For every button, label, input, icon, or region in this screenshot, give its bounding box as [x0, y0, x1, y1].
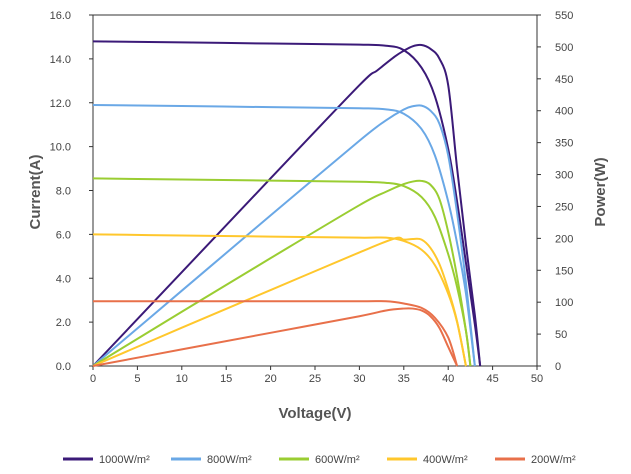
current-curve-400w-m	[92, 233, 467, 367]
y-tick-label: 2.0	[56, 317, 71, 329]
y2-tick-label: 350	[555, 138, 573, 150]
x-tick-label: 5	[134, 373, 140, 385]
y-tick-label: 6.0	[56, 229, 71, 241]
y-axis-title: Current(A)	[27, 155, 44, 230]
y-tick-label: 14.0	[50, 54, 71, 66]
legend: 1000W/m² 800W/m² 600W/m² 400W/m² 200W/m²	[63, 454, 576, 466]
y2-tick-label: 400	[555, 106, 573, 118]
x-tick-label: 10	[176, 373, 188, 385]
y-tick-label: 10.0	[50, 142, 71, 154]
y2-tick-label: 300	[555, 170, 573, 182]
y-tick-label: 8.0	[56, 186, 71, 198]
x-tick-label: 40	[442, 373, 454, 385]
current-curve-800w-m	[92, 103, 476, 367]
x-tick-label: 15	[220, 373, 232, 385]
y2-tick-label: 500	[555, 42, 573, 54]
x-tick-label: 0	[90, 373, 96, 385]
series-lines	[92, 40, 482, 367]
x-tick-label: 50	[531, 373, 543, 385]
legend-label-200w-m: 200W/m²	[531, 454, 576, 466]
y2-tick-label: 450	[555, 74, 573, 86]
x-tick-label: 25	[309, 373, 321, 385]
y-axis-ticks: 0.0 2.0 4.0 6.0 8.0 10.0 12.0 14.0 16.0	[50, 10, 93, 373]
x-tick-label: 45	[486, 373, 498, 385]
x-axis-ticks: 0 5 10 15 20 25 30 35 40 45 50	[90, 366, 543, 385]
y-tick-label: 0.0	[56, 361, 71, 373]
x-tick-label: 20	[264, 373, 276, 385]
y2-tick-label: 250	[555, 201, 573, 213]
power-curve-800w-m	[92, 104, 476, 367]
y-tick-label: 4.0	[56, 273, 71, 285]
y2-axis-title: Power(W)	[592, 157, 609, 226]
y-tick-label: 16.0	[50, 10, 71, 22]
y2-tick-label: 150	[555, 265, 573, 277]
x-axis-title: Voltage(V)	[278, 405, 351, 422]
current-curve-1000w-m	[92, 40, 482, 367]
legend-label-1000w-m: 1000W/m²	[99, 454, 150, 466]
y2-tick-label: 50	[555, 329, 567, 341]
y2-tick-label: 100	[555, 297, 573, 309]
legend-label-400w-m: 400W/m²	[423, 454, 468, 466]
x-tick-label: 30	[353, 373, 365, 385]
y2-tick-label: 550	[555, 10, 573, 22]
y2-tick-label: 200	[555, 233, 573, 245]
power-curve-600w-m	[92, 179, 472, 367]
y2-axis-ticks: 0 50 100 150 200 250 300 350 400 450 500 550	[537, 10, 573, 373]
x-tick-label: 35	[398, 373, 410, 385]
legend-label-600w-m: 600W/m²	[315, 454, 360, 466]
y2-tick-label: 0	[555, 361, 561, 373]
power-curve-1000w-m	[92, 43, 482, 367]
current-curve-600w-m	[92, 177, 472, 367]
current-curve-200w-m	[92, 300, 459, 367]
y-tick-label: 12.0	[50, 98, 71, 110]
legend-label-800w-m: 800W/m²	[207, 454, 252, 466]
power-curve-200w-m	[92, 307, 458, 367]
power-curve-400w-m	[92, 236, 467, 367]
